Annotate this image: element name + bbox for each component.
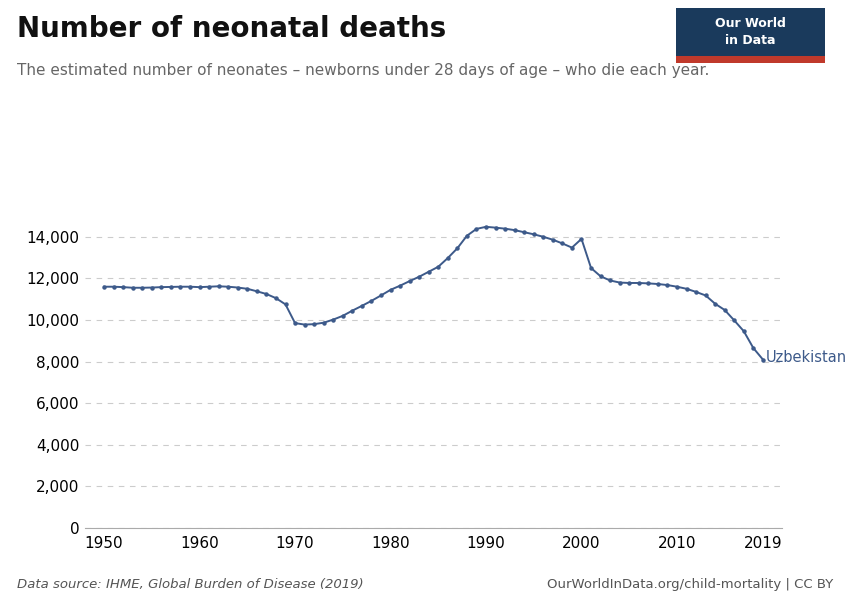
Text: Uzbekistan: Uzbekistan (766, 350, 847, 365)
Text: Number of neonatal deaths: Number of neonatal deaths (17, 15, 446, 43)
Text: Our World: Our World (715, 17, 785, 30)
Text: The estimated number of neonates – newborns under 28 days of age – who die each : The estimated number of neonates – newbo… (17, 63, 710, 78)
Text: Data source: IHME, Global Burden of Disease (2019): Data source: IHME, Global Burden of Dise… (17, 578, 364, 591)
Text: in Data: in Data (725, 34, 775, 47)
Text: OurWorldInData.org/child-mortality | CC BY: OurWorldInData.org/child-mortality | CC … (547, 578, 833, 591)
